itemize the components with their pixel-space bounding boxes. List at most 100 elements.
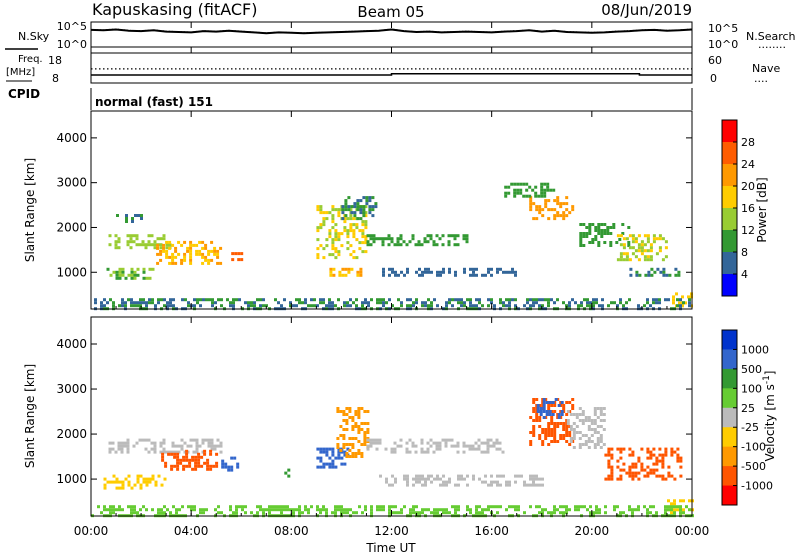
scatter-cell: [562, 202, 566, 206]
scatter-cell: [357, 452, 361, 455]
scatter-cell: [484, 480, 487, 484]
scatter-cell: [345, 422, 349, 425]
scatter-cell: [346, 304, 349, 308]
scatter-cell: [424, 267, 427, 271]
scatter-cell: [644, 273, 648, 277]
scatter-cell: [397, 511, 400, 515]
scatter-cell: [447, 240, 451, 244]
scatter-cell: [619, 234, 623, 238]
scatter-cell: [682, 508, 685, 512]
scatter-cell: [193, 505, 196, 509]
scatter-cell: [353, 205, 357, 209]
scatter-cell: [539, 410, 543, 413]
scatter-cell: [457, 483, 460, 487]
scatter-cell: [409, 298, 412, 302]
colorbar-tick-label: 4: [741, 268, 748, 281]
scatter-cell: [357, 407, 361, 410]
scatter-cell: [456, 243, 460, 247]
scatter-cell: [591, 238, 595, 241]
scatter-cell: [568, 443, 572, 446]
scatter-cell: [581, 413, 585, 416]
power-panel-frame: [90, 110, 693, 310]
scatter-cell: [583, 298, 586, 302]
scatter-cell: [130, 505, 133, 509]
scatter-cell: [139, 483, 143, 487]
scatter-cell: [280, 511, 283, 515]
scatter-cell: [610, 456, 614, 460]
scatter-cell: [577, 508, 580, 512]
scatter-cell: [360, 428, 364, 431]
scatter-cell: [337, 208, 341, 212]
scatter-cell: [661, 459, 665, 463]
scatter-cell: [673, 502, 676, 506]
scatter-cell: [601, 304, 604, 308]
scatter-cell: [600, 232, 604, 235]
scatter-cell: [325, 508, 328, 512]
scatter-cell: [331, 214, 335, 218]
scatter-cell: [505, 298, 508, 302]
scatter-cell: [210, 240, 214, 244]
colorbar-tick-label: 8: [741, 246, 748, 259]
scatter-cell: [529, 431, 533, 434]
scatter-cell: [153, 444, 157, 448]
scatter-cell: [415, 270, 418, 274]
scatter-cell: [457, 508, 460, 512]
scatter-cell: [176, 455, 180, 459]
scatter-cell: [232, 301, 235, 305]
scatter-cell: [436, 270, 439, 274]
scatter-cell: [538, 437, 542, 440]
scatter-cell: [510, 182, 514, 186]
scatter-cell: [357, 440, 361, 443]
scatter-cell: [499, 483, 502, 487]
scatter-cell: [328, 304, 331, 308]
scatter-cell: [409, 511, 412, 515]
scatter-cell: [415, 511, 418, 515]
scatter-cell: [162, 447, 166, 451]
scatter-cell: [325, 211, 329, 215]
scatter-cell: [379, 505, 382, 509]
scatter-cell: [316, 247, 320, 251]
scatter-cell: [331, 208, 335, 212]
scatter-cell: [399, 234, 403, 238]
scatter-cell: [328, 211, 332, 215]
scatter-cell: [637, 471, 641, 475]
scatter-cell: [643, 255, 647, 259]
scatter-cell: [376, 298, 379, 302]
scatter-cell: [471, 444, 475, 448]
scatter-cell: [427, 267, 430, 271]
scatter-cell: [191, 455, 195, 459]
scatter-cell: [133, 276, 137, 280]
scatter-cell: [345, 407, 349, 410]
scatter-cell: [565, 505, 568, 509]
scatter-cell: [116, 214, 119, 217]
scatter-cell: [588, 241, 592, 244]
scatter-cell: [622, 246, 626, 250]
scatter-cell: [412, 477, 415, 481]
scatter-cell: [219, 441, 223, 445]
scatter-cell: [356, 202, 360, 206]
scatter-cell: [627, 241, 631, 244]
scatter-cell: [350, 205, 354, 209]
scatter-cell: [185, 455, 189, 459]
scatter-cell: [622, 304, 625, 308]
scatter-cell: [553, 508, 556, 512]
scatter-cell: [366, 431, 370, 434]
scatter-cell: [366, 428, 370, 431]
scatter-cell: [142, 301, 145, 305]
scatter-cell: [655, 462, 659, 466]
scatter-cell: [348, 455, 352, 458]
scatter-cell: [420, 441, 424, 445]
scatter-cell: [610, 477, 614, 481]
scatter-cell: [466, 474, 469, 478]
colorbar-tick-label: 500: [741, 363, 762, 376]
scatter-cell: [366, 234, 370, 238]
scatter-cell: [121, 508, 124, 512]
scatter-cell: [136, 301, 139, 305]
scatter-cell: [597, 232, 601, 235]
scatter-cell: [362, 214, 366, 218]
scatter-cell: [344, 202, 348, 206]
scatter-cell: [354, 410, 358, 413]
scatter-cell: [103, 298, 106, 302]
scatter-cell: [334, 223, 338, 227]
scatter-cell: [532, 474, 535, 478]
